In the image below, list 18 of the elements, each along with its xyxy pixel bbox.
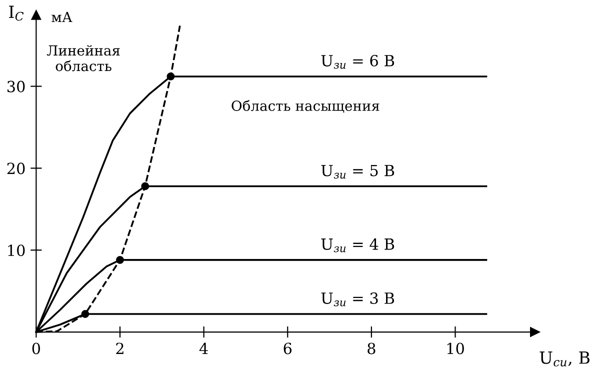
x-axis-title: U$_{си}$, В	[540, 352, 590, 366]
y-tick-label: 30	[7, 80, 25, 92]
annotation: Линейная область	[46, 45, 120, 72]
x-tick-label: 8	[368, 342, 376, 354]
annotation: мА	[52, 12, 72, 22]
series-label: U$_{зи}$ = 6 В	[321, 54, 394, 69]
y-axis-title: I$_{С}$	[9, 6, 24, 21]
y-tick-label: 10	[8, 244, 25, 256]
x-tick-label: 0	[32, 342, 40, 354]
series-label: U$_{зи}$ = 3 В	[321, 292, 394, 306]
y-tick-label: 20	[7, 162, 25, 174]
series-label: U$_{зи}$ = 4 В	[321, 238, 394, 252]
series-label: U$_{зи}$ = 5 В	[321, 164, 394, 179]
x-tick-label: 6	[284, 342, 292, 354]
x-tick-label: 2	[116, 342, 124, 354]
x-tick-label: 10	[447, 342, 464, 354]
annotation: Область насыщения	[232, 100, 380, 113]
x-tick-label: 4	[199, 342, 208, 354]
